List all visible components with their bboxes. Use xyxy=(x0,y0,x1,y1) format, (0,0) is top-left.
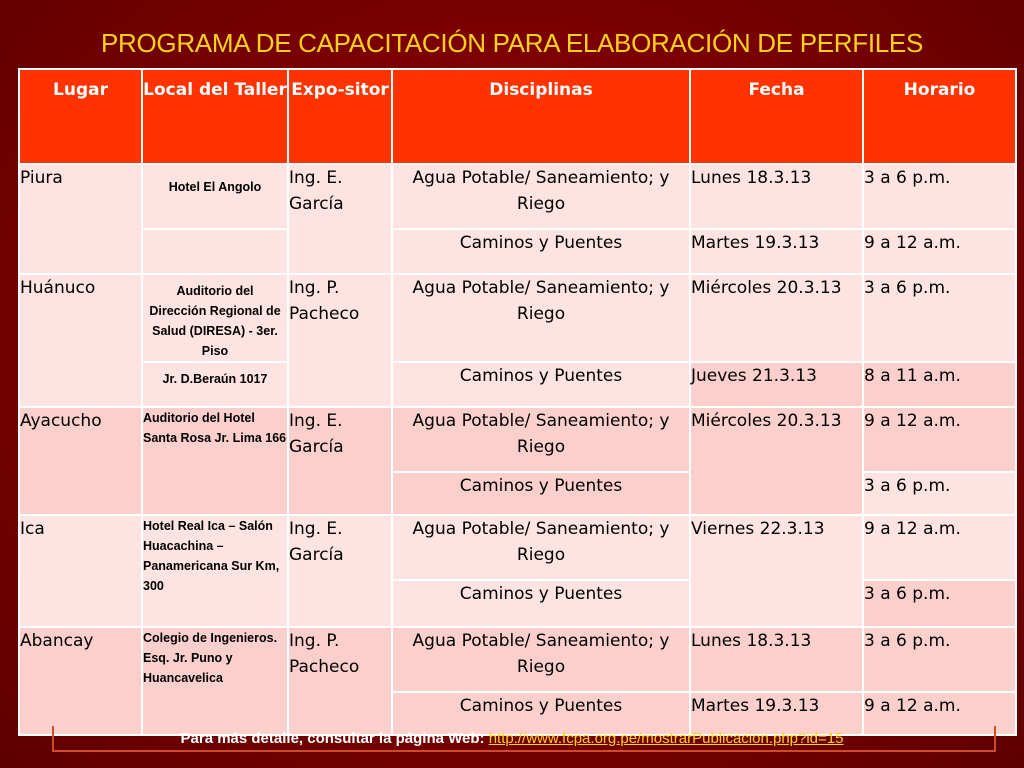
cell-fecha: Miércoles 20.3.13 xyxy=(689,273,864,363)
schedule-table: Lugar Local del Taller Expo-sitor Discip… xyxy=(18,68,1017,736)
cell-disciplina: Caminos y Puentes xyxy=(391,579,691,628)
cell-disciplina: Agua Potable/ Saneamiento; y Riego xyxy=(391,514,691,581)
cell-expositor: Ing. E. García xyxy=(287,163,393,275)
cell-lugar: Ayacucho xyxy=(18,406,143,516)
table-row: Caminos y Puentes Martes 19.3.13 9 a 12 … xyxy=(19,691,1017,736)
cell-disciplina: Agua Potable/ Saneamiento; y Riego xyxy=(391,273,691,363)
cell-local: Auditorio del Hotel Santa Rosa Jr. Lima … xyxy=(141,406,289,516)
table-row: Abancay Colegio de Ingenieros. Esq. Jr. … xyxy=(18,626,1017,736)
cell-fecha: Lunes 18.3.13 xyxy=(689,626,864,693)
footer-text: Para más detalle, consultar la página We… xyxy=(180,730,485,747)
header-expositor: Expo-sitor xyxy=(287,68,393,165)
table-row: Caminos y Puentes Martes 19.3.13 9 a 12 … xyxy=(19,228,1017,275)
cell-fecha: Lunes 18.3.13 xyxy=(689,163,864,230)
cell-horario: 9 a 12 a.m. xyxy=(862,514,1017,581)
cell-horario: 3 a 6 p.m. xyxy=(862,471,1017,516)
table-header-row: Lugar Local del Taller Expo-sitor Discip… xyxy=(18,68,1017,165)
header-lugar: Lugar xyxy=(18,68,143,165)
header-horario: Horario xyxy=(862,68,1017,165)
cell-disciplina: Caminos y Puentes xyxy=(391,228,691,275)
cell-local: Auditorio del Dirección Regional de Salu… xyxy=(141,273,289,363)
table-row: Jr. D.Beraún 1017 Caminos y Puentes Juev… xyxy=(19,361,1017,408)
cell-fecha: Martes 19.3.13 xyxy=(689,228,864,275)
footer: Para más detalle, consultar la página We… xyxy=(0,730,1024,747)
table-row: Huánuco Auditorio del Dirección Regional… xyxy=(18,273,1017,408)
cell-horario: 3 a 6 p.m. xyxy=(862,579,1017,628)
cell-lugar: Ica xyxy=(18,514,143,628)
cell-local-empty xyxy=(141,228,289,275)
footer-link[interactable]: http://www.fcpa.org.pe/mostrarPublicacio… xyxy=(488,730,844,747)
cell-disciplina: Caminos y Puentes xyxy=(391,361,691,408)
table-row: Caminos y Puentes 3 a 6 p.m. xyxy=(19,471,1017,516)
header-fecha: Fecha xyxy=(689,68,864,165)
cell-lugar: Huánuco xyxy=(18,273,143,408)
cell-local: Colegio de Ingenieros. Esq. Jr. Puno y H… xyxy=(141,626,289,736)
cell-fecha: Jueves 21.3.13 xyxy=(689,361,864,408)
cell-expositor: Ing. E. García xyxy=(287,514,393,628)
cell-disciplina: Agua Potable/ Saneamiento; y Riego xyxy=(391,163,691,230)
table-row: Piura Hotel El Angolo Ing. E. García Agu… xyxy=(18,163,1017,275)
cell-horario: 3 a 6 p.m. xyxy=(862,273,1017,363)
cell-horario: 3 a 6 p.m. xyxy=(862,626,1017,693)
cell-horario: 8 a 11 a.m. xyxy=(862,361,1017,408)
cell-fecha: Viernes 22.3.13 xyxy=(689,514,864,628)
table-row: Ica Hotel Real Ica – Salón Huacachina – … xyxy=(18,514,1017,628)
cell-fecha: Miércoles 20.3.13 xyxy=(689,406,864,516)
header-disciplinas: Disciplinas xyxy=(391,68,691,165)
cell-horario: 9 a 12 a.m. xyxy=(862,406,1017,473)
cell-local: Hotel El Angolo xyxy=(141,163,289,230)
footer-frame xyxy=(52,726,996,752)
cell-disciplina: Agua Potable/ Saneamiento; y Riego xyxy=(391,406,691,473)
cell-expositor: Ing. E. García xyxy=(287,406,393,516)
page-title: PROGRAMA DE CAPACITACIÓN PARA ELABORACIÓ… xyxy=(100,28,924,58)
cell-lugar: Piura xyxy=(18,163,143,275)
table-row: Caminos y Puentes 3 a 6 p.m. xyxy=(19,579,1017,628)
header-local: Local del Taller xyxy=(141,68,289,165)
cell-expositor: Ing. P. Pacheco xyxy=(287,273,393,408)
cell-disciplina: Agua Potable/ Saneamiento; y Riego xyxy=(391,626,691,693)
cell-local: Hotel Real Ica – Salón Huacachina – Pana… xyxy=(141,514,289,628)
table-row: Ayacucho Auditorio del Hotel Santa Rosa … xyxy=(18,406,1017,516)
cell-horario: 9 a 12 a.m. xyxy=(862,691,1017,736)
cell-horario: 3 a 6 p.m. xyxy=(862,163,1017,230)
cell-disciplina: Caminos y Puentes xyxy=(391,691,691,736)
cell-local: Jr. D.Beraún 1017 xyxy=(141,361,289,408)
cell-horario: 9 a 12 a.m. xyxy=(862,228,1017,275)
cell-lugar: Abancay xyxy=(18,626,143,736)
cell-fecha: Martes 19.3.13 xyxy=(689,691,864,736)
cell-disciplina: Caminos y Puentes xyxy=(391,471,691,516)
cell-expositor: Ing. P. Pacheco xyxy=(287,626,393,736)
